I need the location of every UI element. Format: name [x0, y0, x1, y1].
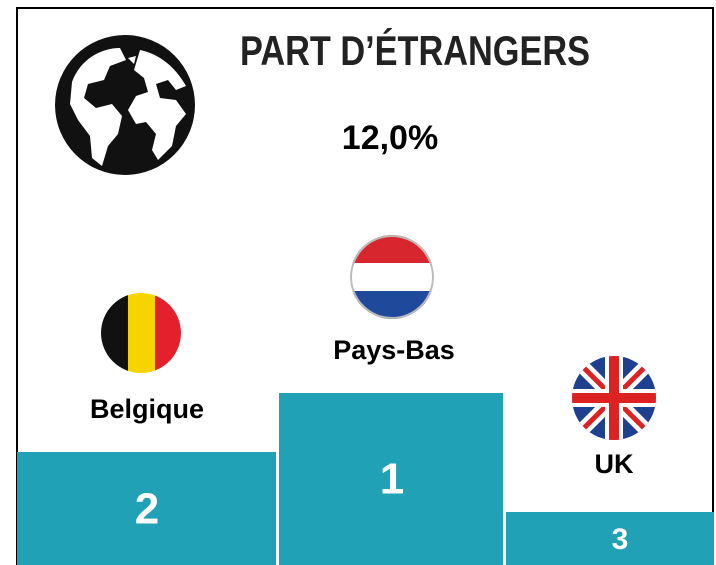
- country: Belgique: [90, 394, 204, 424]
- podium-block: [279, 393, 503, 565]
- title: PART D’ÉTRANGERS: [240, 27, 590, 74]
- rank: 2: [135, 485, 159, 534]
- country: Pays-Bas: [333, 335, 455, 365]
- value: 12,0%: [342, 119, 438, 157]
- frame: [16, 7, 714, 565]
- globe-icon: [55, 35, 195, 175]
- flag-netherlands: [350, 235, 434, 319]
- rank: 3: [612, 523, 629, 556]
- flag-uk: [572, 356, 656, 440]
- flag-belgium: [101, 293, 181, 373]
- podium-block: [506, 512, 714, 565]
- rank: 1: [380, 455, 404, 504]
- country: UK: [595, 449, 634, 479]
- podium-block: [17, 452, 276, 565]
